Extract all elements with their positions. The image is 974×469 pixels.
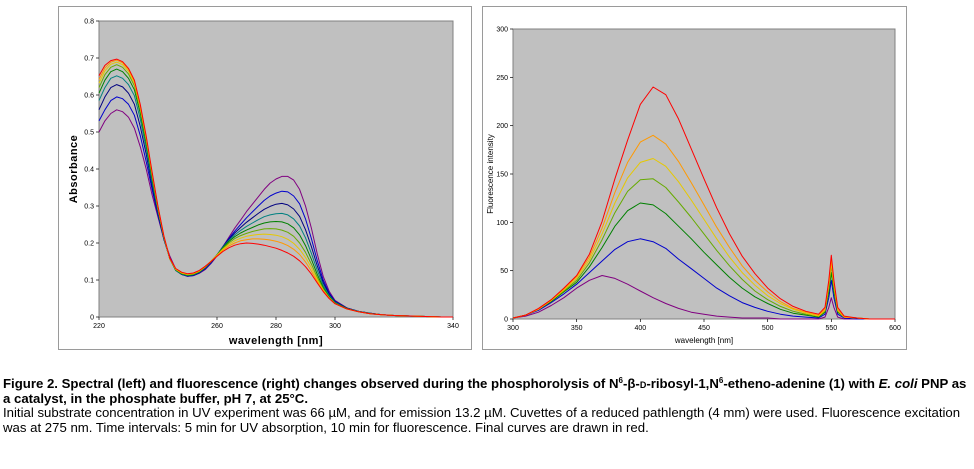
caption-title-text: -β-: [622, 376, 640, 391]
x-tick-label: 300: [329, 323, 341, 330]
y-tick-label: 0.6: [84, 93, 94, 100]
series-line-1: [512, 275, 895, 320]
series-line-7: [512, 86, 895, 320]
caption-title-text: -ribosyl-1,N: [646, 376, 719, 391]
x-tick-label: 350: [571, 325, 583, 332]
y-tick-label: 0.4: [84, 167, 94, 174]
x-tick-label: 300: [507, 325, 519, 332]
y-tick-label: 0.1: [84, 278, 94, 285]
series-line-2: [512, 238, 895, 320]
caption-title-text: d: [639, 376, 647, 391]
x-axis-label: wavelength [nm]: [228, 335, 323, 347]
y-tick-label: 0.2: [84, 241, 94, 248]
fluorescence-chart: 0 50 100 150 200 250 300 300 350 400 450 500 550 600 w…: [486, 27, 901, 346]
caption-title-text: Figure 2. Spectral (left) and fluorescen…: [3, 376, 619, 391]
plot-area: [512, 28, 896, 320]
x-tick-label: 450: [698, 325, 710, 332]
caption-title-text: -etheno-adenine (1) with: [723, 376, 879, 391]
y-tick-label: 0.5: [84, 130, 94, 137]
y-tick-label: 200: [496, 123, 508, 130]
caption-title-text: PNP as a catalyst, in the phosphate buff…: [3, 376, 967, 406]
x-tick-label: 400: [634, 325, 646, 332]
caption-title: Figure 2. Spectral (left) and fluorescen…: [3, 376, 971, 406]
plot-area: [98, 20, 454, 318]
y-tick-label: 50: [500, 268, 508, 275]
x-tick-label: 340: [447, 323, 459, 330]
caption-superscript: 6: [618, 376, 623, 385]
x-tick-label: 550: [825, 325, 837, 332]
caption-title-italic: E. coli: [878, 376, 918, 391]
caption-body: Initial substrate concentration in UV ex…: [3, 405, 961, 435]
y-tick-label: 150: [496, 172, 508, 179]
y-tick-label: 0.8: [84, 19, 94, 26]
y-tick-label: 0.3: [84, 204, 94, 211]
y-axis-label: Fluorescence intensity: [486, 134, 495, 214]
x-tick-label: 280: [270, 323, 282, 330]
y-tick-label: 0.7: [84, 56, 94, 63]
fluorescence-chart-panel: 0 50 100 150 200 250 300 300 350 400 450 500 550 600 w…: [482, 6, 907, 350]
x-tick-label: 500: [762, 325, 774, 332]
absorbance-chart-panel: 0 0.1 0.2 0.3 0.4 0.5 0.6 0.7 0.8 220 260 280 300 340…: [58, 6, 472, 350]
y-axis-label: Absorbance: [68, 135, 80, 204]
y-tick-label: 250: [496, 75, 508, 82]
absorbance-chart: 0 0.1 0.2 0.3 0.4 0.5 0.6 0.7 0.8 220 260 280 300 340…: [68, 19, 459, 348]
caption-superscript: 6: [718, 376, 724, 385]
y-tick-label: 100: [496, 220, 508, 227]
x-tick-label: 600: [889, 325, 901, 332]
x-axis-label: wavelength [nm]: [674, 336, 733, 345]
x-tick-label: 220: [93, 323, 105, 330]
y-tick-label: 300: [496, 27, 508, 34]
figure-caption: Figure 2. Spectral (left) and fluorescen…: [3, 376, 971, 435]
y-tick-label: 0: [504, 317, 508, 324]
y-tick-label: 0: [90, 315, 94, 322]
series-line-9: [98, 58, 453, 318]
x-tick-label: 260: [211, 323, 223, 330]
